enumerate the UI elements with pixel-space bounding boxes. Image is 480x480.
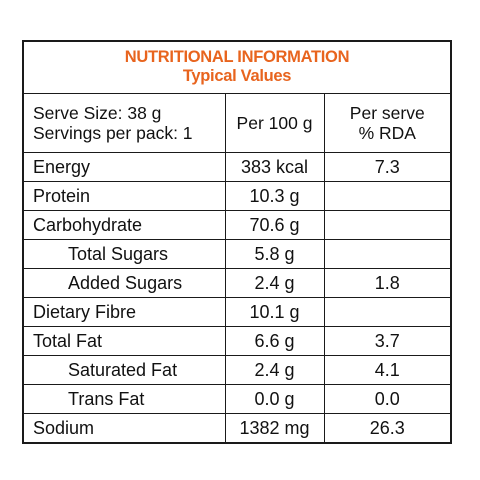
table-row: Added Sugars 2.4 g 1.8 <box>24 268 450 298</box>
nutrient-name: Energy <box>24 152 226 182</box>
nutrient-name: Total Sugars <box>24 239 226 269</box>
per-serve-header: Per serve % RDA <box>323 93 450 153</box>
per-100g-value: 10.1 g <box>224 297 325 327</box>
nutrient-name: Sodium <box>24 413 226 442</box>
rda-value <box>323 181 450 211</box>
per-100g-value: 2.4 g <box>224 268 325 298</box>
table-row: Carbohydrate 70.6 g <box>24 210 450 240</box>
nutrition-table: Serve Size: 38 g Servings per pack: 1 Pe… <box>24 93 450 442</box>
table-row: Dietary Fibre 10.1 g <box>24 297 450 327</box>
per-100g-value: 1382 mg <box>224 413 325 442</box>
nutrient-name: Carbohydrate <box>24 210 226 240</box>
table-row: Energy 383 kcal 7.3 <box>24 152 450 182</box>
table-row: Total Fat 6.6 g 3.7 <box>24 326 450 356</box>
table-row: Protein 10.3 g <box>24 181 450 211</box>
title-block: NUTRITIONAL INFORMATION Typical Values <box>24 42 450 93</box>
nutrient-name: Total Fat <box>24 326 226 356</box>
per-100g-value: 10.3 g <box>224 181 325 211</box>
per-100g-value: 5.8 g <box>224 239 325 269</box>
rda-label: % RDA <box>358 123 416 143</box>
rda-value: 7.3 <box>323 152 450 182</box>
nutrient-name: Protein <box>24 181 226 211</box>
nutrient-name: Trans Fat <box>24 384 226 414</box>
per-serve-label: Per serve <box>349 103 425 123</box>
per-100g-value: 383 kcal <box>224 152 325 182</box>
panel-subtitle: Typical Values <box>182 67 292 85</box>
rda-value <box>323 297 450 327</box>
rda-value <box>323 210 450 240</box>
serve-size: Serve Size: 38 g <box>33 103 162 123</box>
rda-value: 4.1 <box>323 355 450 385</box>
nutrition-panel: NUTRITIONAL INFORMATION Typical Values S… <box>22 40 452 444</box>
rda-value <box>323 239 450 269</box>
per-100g-header: Per 100 g <box>224 93 325 153</box>
table-header-row: Serve Size: 38 g Servings per pack: 1 Pe… <box>24 93 450 153</box>
per-100g-value: 6.6 g <box>224 326 325 356</box>
table-row: Sodium 1382 mg 26.3 <box>24 413 450 442</box>
table-row: Trans Fat 0.0 g 0.0 <box>24 384 450 414</box>
per-100g-value: 0.0 g <box>224 384 325 414</box>
rda-value: 26.3 <box>323 413 450 442</box>
rda-value: 0.0 <box>323 384 450 414</box>
per-100g-value: 2.4 g <box>224 355 325 385</box>
nutrient-name: Added Sugars <box>24 268 226 298</box>
rda-value: 3.7 <box>323 326 450 356</box>
nutrient-name: Dietary Fibre <box>24 297 226 327</box>
serving-info-cell: Serve Size: 38 g Servings per pack: 1 <box>24 93 226 153</box>
per-100g-value: 70.6 g <box>224 210 325 240</box>
panel-title: NUTRITIONAL INFORMATION <box>124 48 350 66</box>
rda-value: 1.8 <box>323 268 450 298</box>
nutrient-name: Saturated Fat <box>24 355 226 385</box>
servings-per-pack: Servings per pack: 1 <box>33 123 193 143</box>
table-row: Total Sugars 5.8 g <box>24 239 450 269</box>
table-row: Saturated Fat 2.4 g 4.1 <box>24 355 450 385</box>
